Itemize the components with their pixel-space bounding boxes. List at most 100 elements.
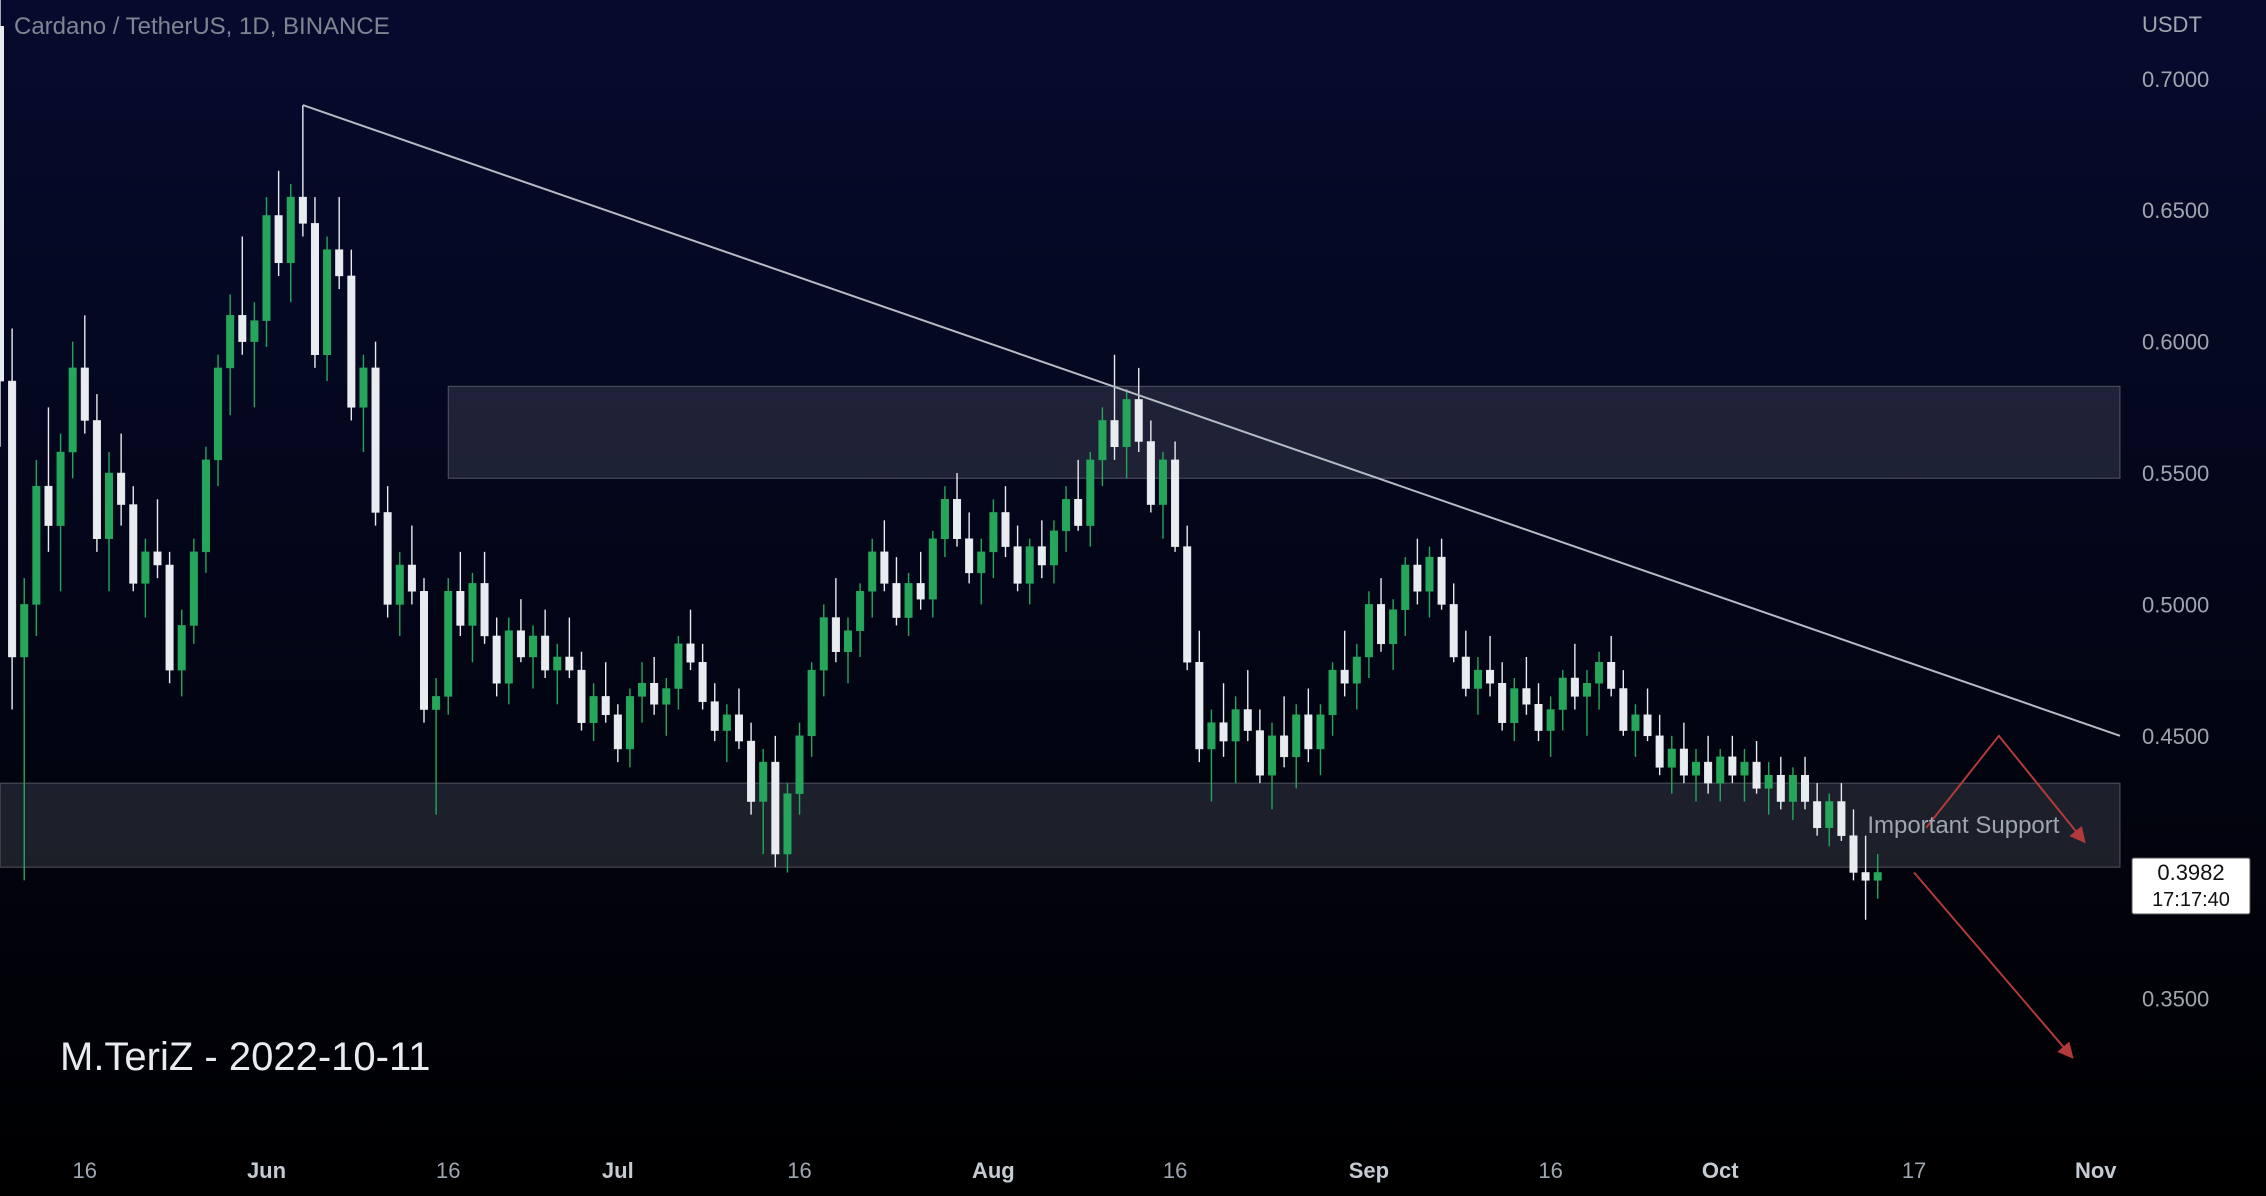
candle [554,657,562,670]
candle [505,631,513,684]
candle [1317,715,1325,749]
candle [844,631,852,652]
candle [432,696,440,709]
candle [178,625,186,670]
candle [687,644,695,662]
y-tick-label: 0.6500 [2142,198,2209,223]
candle [117,473,125,505]
candle [1523,689,1531,705]
candle [33,486,41,604]
candle [45,486,53,525]
candle [1002,512,1010,546]
candle [1074,499,1082,525]
candle [1850,836,1858,873]
candle [1280,736,1288,757]
candle [142,552,150,584]
candle [408,565,416,591]
candle [81,368,89,421]
candle [384,512,392,604]
candle [226,315,234,368]
candle [529,636,537,657]
candle [1644,715,1652,736]
candle [1341,670,1349,683]
candle [1729,757,1737,775]
candle [796,736,804,794]
candle [1244,710,1252,731]
chart-background [0,0,2266,1196]
watermark: M.TeriZ - 2022-10-11 [60,1035,431,1079]
candle [1753,762,1761,788]
candle [1292,715,1300,757]
candle [1765,775,1773,788]
candle [93,420,101,538]
candle [1183,547,1191,663]
candle [1838,802,1846,836]
candle [1656,736,1664,768]
candle [905,583,913,617]
chart-title: Cardano / TetherUS, 1D, BINANCE [14,13,390,40]
candle [1147,441,1155,504]
candle [735,715,743,741]
candle [723,715,731,731]
candle [20,604,28,657]
candle [469,583,477,625]
candle [820,618,828,671]
candle [1353,657,1361,683]
candle [965,539,973,573]
candle [1595,662,1603,683]
y-tick-label: 0.6000 [2142,330,2209,355]
candle [1196,662,1204,749]
candle [517,631,525,657]
candle [1268,736,1276,775]
candle [1389,610,1397,644]
candle [263,215,271,320]
price-tag-countdown: 17:17:40 [2152,889,2230,911]
candle [1438,557,1446,604]
currency-label: USDT [2142,12,2202,37]
candle [275,215,283,262]
candle [105,473,113,539]
candle [1741,762,1749,775]
candle [202,460,210,552]
candle [1777,775,1785,801]
y-tick-label: 0.5000 [2142,592,2209,617]
candle [941,499,949,538]
candle [1620,689,1628,731]
candle [1704,762,1712,783]
candle [1607,662,1615,688]
candle [1365,604,1373,657]
candle [1014,547,1022,584]
candle [1632,715,1640,731]
candle [1414,565,1422,591]
x-tick-label: 16 [787,1158,811,1183]
candle [772,762,780,854]
candle [1038,547,1046,565]
chart-container[interactable]: 0.70000.65000.60000.55000.50000.45000.35… [0,0,2266,1196]
candle [1571,678,1579,696]
candle [832,618,840,652]
candle [990,512,998,551]
candle [154,552,162,565]
candle [1402,565,1410,610]
x-tick-label: 17 [1902,1158,1926,1183]
candle [929,539,937,599]
candle [1305,715,1313,749]
candle [578,670,586,723]
candle [1220,723,1228,741]
candle [323,250,331,355]
candle [699,662,707,701]
candle [1498,683,1506,722]
candle [0,26,4,381]
candle [1826,802,1834,828]
price-tag-price: 0.3982 [2157,860,2224,885]
candle [1874,872,1882,880]
candle [1789,775,1797,801]
candle [747,741,755,801]
chart-svg: 0.70000.65000.60000.55000.50000.45000.35… [0,0,2266,1196]
y-tick-label: 0.7000 [2142,67,2209,92]
candle [856,591,864,630]
candle [638,683,646,696]
candle [1050,531,1058,565]
candle [396,565,404,604]
candle [1135,399,1143,441]
